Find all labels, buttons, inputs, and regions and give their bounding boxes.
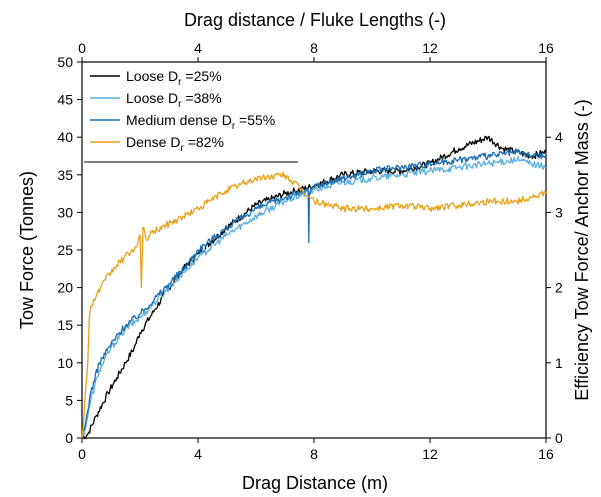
legend-label: Loose Dr =38% [126, 90, 222, 110]
legend-label: Loose Dr =25% [126, 68, 222, 88]
y2-tick-label: 2 [555, 280, 563, 296]
y-tick-label: 50 [57, 54, 73, 70]
series-line [81, 155, 547, 439]
legend-box [84, 64, 298, 162]
y-tick-label: 35 [57, 167, 73, 183]
x2-tick-label: 0 [78, 40, 86, 56]
legend-label: Medium dense Dr =55% [126, 112, 275, 132]
y2-tick-label: 4 [555, 129, 563, 145]
y-tick-label: 45 [57, 92, 73, 108]
y-tick-label: 15 [57, 317, 73, 333]
x-tick-label: 0 [78, 446, 86, 462]
x-tick-label: 12 [422, 446, 438, 462]
x2-axis-title: Drag distance / Fluke Lengths (-) [184, 10, 446, 30]
x2-tick-label: 12 [422, 40, 438, 56]
y-axis-title: Tow Force (Tonnes) [17, 171, 37, 329]
y2-tick-label: 0 [555, 430, 563, 446]
x-tick-label: 16 [538, 446, 554, 462]
x2-tick-label: 4 [194, 40, 202, 56]
legend-label: Dense Dr =82% [126, 134, 224, 154]
y2-tick-label: 1 [555, 355, 563, 371]
y2-axis-title: Efficiency Tow Force/ Anchor Mass (-) [572, 99, 592, 400]
y-tick-label: 5 [65, 392, 73, 408]
legend: Loose Dr =25%Loose Dr =38%Medium dense D… [84, 64, 298, 163]
y-tick-label: 30 [57, 204, 73, 220]
x2-tick-label: 8 [310, 40, 318, 56]
series-line [81, 171, 547, 439]
y-tick-label: 10 [57, 355, 73, 371]
series-line [81, 148, 547, 439]
series-line [81, 135, 547, 440]
y-tick-label: 25 [57, 242, 73, 258]
x-tick-label: 8 [310, 446, 318, 462]
x-axis-title: Drag Distance (m) [242, 473, 388, 493]
y-tick-label: 0 [65, 430, 73, 446]
y-tick-label: 40 [57, 129, 73, 145]
y2-tick-label: 3 [555, 204, 563, 220]
series-group [81, 135, 547, 440]
x2-tick-label: 16 [538, 40, 554, 56]
y-tick-label: 20 [57, 280, 73, 296]
x-tick-label: 4 [194, 446, 202, 462]
